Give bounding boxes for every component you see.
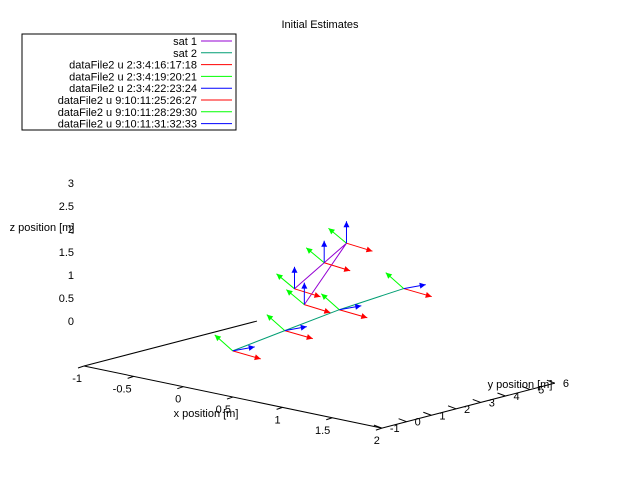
arrow-head bbox=[291, 266, 298, 273]
z-tick-label: 0.5 bbox=[59, 293, 74, 305]
y-axis-line bbox=[381, 382, 555, 429]
x-tick-label: 0 bbox=[175, 394, 181, 406]
frame-arrows bbox=[214, 221, 432, 361]
x-tick-label: -0.5 bbox=[113, 383, 132, 395]
y-tick-label: 4 bbox=[513, 391, 519, 403]
axes bbox=[77, 320, 556, 431]
arrow-head bbox=[313, 292, 321, 298]
x-tick bbox=[177, 386, 184, 390]
x-tick bbox=[77, 365, 85, 369]
arrow-head bbox=[266, 314, 274, 321]
arrow-head bbox=[365, 246, 373, 253]
y-tick bbox=[398, 418, 407, 423]
z-axis-label: z position [m] bbox=[10, 222, 75, 234]
arrow-head bbox=[354, 303, 362, 310]
x-tick-label: 2 bbox=[374, 435, 380, 447]
y-tick bbox=[546, 379, 556, 384]
arrow-head bbox=[300, 324, 307, 331]
x-tick-label: 1 bbox=[274, 414, 280, 426]
y-tick bbox=[472, 398, 481, 403]
z-tick-label: 3 bbox=[68, 178, 74, 190]
legend-box bbox=[21, 33, 237, 131]
x-tick bbox=[127, 375, 134, 379]
arrow-head bbox=[360, 313, 368, 319]
arrow-head bbox=[321, 240, 328, 247]
arrow-head bbox=[254, 354, 261, 361]
y-tick-label: 2 bbox=[464, 404, 470, 416]
legend-label: dataFile2 u 9:10:11:31:32:33 bbox=[58, 119, 197, 131]
y-tick bbox=[497, 392, 506, 397]
arrow-head bbox=[214, 334, 222, 342]
y-tick bbox=[447, 405, 457, 410]
y-axis-label: y position [m] bbox=[488, 379, 553, 391]
x-tick-label: 0.5 bbox=[216, 404, 231, 416]
legend-label: sat 2 bbox=[173, 48, 197, 60]
z-tick-label: 1.5 bbox=[59, 247, 74, 259]
legend-label: dataFile2 u 2:3:4:19:20:21 bbox=[69, 71, 197, 83]
y-tick-label: 5 bbox=[538, 385, 544, 397]
x-tick bbox=[326, 417, 333, 421]
y-tick bbox=[521, 386, 531, 391]
arrow-head bbox=[248, 344, 255, 351]
arrow-head bbox=[328, 228, 336, 235]
z-tick-label: 1 bbox=[68, 270, 74, 282]
arrow-head bbox=[306, 247, 313, 254]
series-line bbox=[294, 242, 347, 305]
x-tick bbox=[226, 396, 234, 400]
y-tick-label: 6 bbox=[563, 378, 569, 390]
arrow-head bbox=[276, 273, 284, 280]
arrow-head bbox=[343, 221, 350, 228]
y-tick bbox=[423, 411, 432, 416]
back-axis-line bbox=[83, 320, 258, 367]
y-tick-label: 0 bbox=[415, 417, 421, 429]
y-tick-label: -1 bbox=[390, 423, 400, 435]
arrow-head bbox=[301, 282, 308, 289]
x-tick-label: 1.5 bbox=[315, 425, 330, 437]
x-axis-label: x position [m] bbox=[174, 408, 239, 420]
legend-label: dataFile2 u 2:3:4:22:23:24 bbox=[69, 83, 197, 95]
arrow-head bbox=[425, 292, 432, 298]
x-tick bbox=[375, 427, 383, 431]
arrow-head bbox=[419, 282, 426, 289]
arrow-head bbox=[385, 272, 393, 279]
y-tick bbox=[373, 424, 383, 429]
legend-label: dataFile2 u 9:10:11:28:29:30 bbox=[58, 107, 197, 119]
legend-label: sat 1 bbox=[173, 36, 197, 48]
legend-label: dataFile2 u 2:3:4:16:17:18 bbox=[69, 60, 197, 72]
series-lines bbox=[232, 242, 404, 352]
z-tick-label: 2 bbox=[68, 224, 74, 236]
arrow-head bbox=[323, 307, 331, 314]
x-tick bbox=[276, 406, 283, 410]
z-tick-label: 0 bbox=[68, 316, 74, 328]
arrow-head bbox=[343, 266, 351, 272]
arrow-head bbox=[286, 289, 293, 296]
z-tick-label: 2.5 bbox=[59, 201, 74, 213]
chart-title: Initial Estimates bbox=[281, 19, 359, 31]
y-tick-label: 1 bbox=[439, 410, 445, 422]
x-tick-label: -1 bbox=[72, 373, 82, 385]
legend-label: dataFile2 u 9:10:11:25:26:27 bbox=[58, 95, 197, 107]
arrow-head bbox=[306, 334, 313, 340]
series-line bbox=[232, 288, 404, 352]
y-tick-label: 3 bbox=[489, 397, 495, 409]
arrow-head bbox=[321, 293, 328, 300]
tick-labels: -1 -0.5 0 0.5 1 1.5 2 -1 0 1 2 3 4 5 6 0 0.5 1 1.5 2 2.5 3 bbox=[59, 178, 569, 447]
